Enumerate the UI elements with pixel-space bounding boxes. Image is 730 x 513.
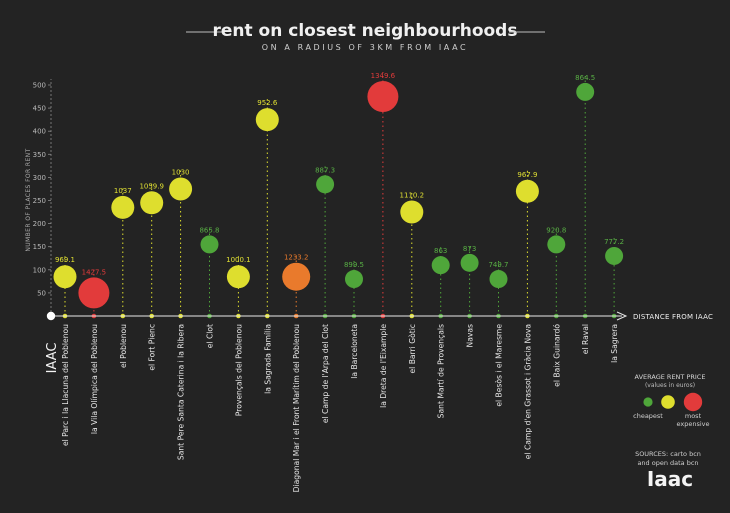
category-label: la Dreta de l'Eixample [379, 324, 388, 408]
category-label: el Poblenou [119, 324, 128, 368]
sources-line-1: SOURCES: carto bcn [635, 450, 701, 458]
bubble [169, 177, 193, 201]
bubble [226, 265, 250, 289]
legend-label-cheapest: cheapest [633, 412, 663, 420]
bubble [367, 81, 399, 113]
legend: AVERAGE RENT PRICE (values in euros) che… [633, 373, 709, 428]
bubble [111, 195, 135, 219]
y-tick-label: 50 [37, 289, 46, 297]
value-label: 920.8 [546, 226, 566, 234]
bubble [576, 82, 595, 101]
value-label: 864.5 [575, 74, 595, 82]
category-label: el Besòs i el Maresme [495, 324, 504, 407]
bubble [53, 265, 77, 289]
value-label: 1427.5 [82, 268, 107, 276]
bubble [460, 253, 479, 272]
category-label: el Barri Gòtic [408, 324, 417, 374]
bubble [605, 246, 624, 265]
value-label: 749.7 [488, 261, 508, 269]
value-label: 865.8 [199, 226, 219, 234]
y-tick-label: 100 [33, 266, 46, 274]
value-label: 1037 [114, 187, 132, 195]
category-label: Diagonal Mar i el Front Marítim del Pobl… [292, 324, 301, 493]
category-label: el Camp de l'Arpa del Clot [321, 324, 330, 423]
category-label: el Baix Guinardó [552, 324, 561, 387]
category-label: Provençals del Poblenou [234, 324, 243, 416]
category-label: el Camp d'en Grassot i Gràcia Nova [523, 324, 532, 459]
bubble [345, 270, 363, 289]
legend-subtitle: (values in euros) [645, 382, 695, 389]
legend-swatch-expensive [683, 392, 703, 412]
value-label: 1233.2 [284, 254, 309, 262]
y-axis: 50 100 150 200 250 300 350 400 450 500 [33, 79, 52, 316]
chart-title: rent on closest neighbourhoods [213, 21, 518, 41]
y-axis-label: NUMBER OF PLACES FOR RENT [25, 148, 32, 251]
category-label: la Sagrera [610, 324, 619, 363]
brand-logo: Iaac [647, 467, 693, 491]
bubble [547, 235, 566, 254]
bubble [489, 270, 508, 289]
y-tick-label: 200 [33, 220, 46, 228]
legend-label-expensive-1: most [685, 412, 702, 420]
y-tick-label: 500 [33, 82, 46, 90]
category-label: el Parc i la Llacuna del Poblenou [61, 324, 70, 446]
x-axis-arrow-icon [616, 311, 628, 321]
category-label: el Fort Pienc [148, 324, 157, 371]
chart-subtitle: ON A RADIUS OF 3KM FROM IAAC [262, 43, 468, 52]
value-label: 1110.2 [400, 192, 425, 200]
value-label: 887.3 [315, 166, 335, 174]
legend-swatch-cheapest [643, 397, 653, 407]
category-label: la Barceloneta [350, 324, 359, 379]
legend-label-expensive-2: expensive [676, 420, 709, 428]
category-label: la Vila Olímpica del Poblenou [90, 324, 99, 434]
value-label: 899.5 [344, 261, 364, 269]
value-label: 967.9 [517, 171, 537, 179]
x-axis-label: DISTANCE FROM IAAC [633, 313, 713, 321]
y-tick-label: 250 [33, 197, 46, 205]
value-label: 952.6 [257, 99, 278, 107]
value-label: 969.1 [55, 256, 75, 264]
category-label: el Raval [581, 324, 590, 354]
value-label: 1030 [172, 168, 190, 176]
value-label: 1059.9 [139, 182, 164, 190]
bubble [431, 256, 450, 275]
value-label: 873 [463, 245, 476, 253]
bubble [255, 108, 279, 132]
origin-marker [46, 311, 56, 321]
legend-swatch-mid [661, 395, 675, 409]
bubble [78, 277, 110, 309]
y-tick-label: 350 [33, 151, 46, 159]
bubbles [53, 81, 624, 309]
bubble [316, 175, 335, 194]
y-tick-label: 450 [33, 105, 46, 113]
y-tick-label: 400 [33, 128, 46, 136]
category-labels: el Parc i la Llacuna del Poblenou la Vila… [61, 324, 619, 493]
value-label: 777.2 [604, 238, 624, 246]
sources-line-2: and open data bcn [637, 459, 698, 467]
bubble [282, 262, 311, 291]
value-label: 1000.1 [226, 256, 251, 264]
bubble [515, 179, 539, 203]
bubble [140, 191, 164, 215]
origin-label: IAAC [45, 343, 60, 374]
value-labels: 969.1 1427.5 1037 1059.9 1030 865.8 1000.1 952.… [55, 72, 624, 276]
category-label: Navas [466, 324, 475, 347]
y-tick-label: 150 [33, 243, 46, 251]
category-label: la Sagrada Família [263, 324, 272, 394]
y-tick-label: 300 [33, 174, 46, 182]
category-label: el Clot [206, 324, 215, 348]
category-label: Sant Pere Santa Caterina i la Ribera [177, 324, 186, 460]
bubble [200, 235, 219, 254]
value-label: 1349.6 [371, 72, 396, 80]
category-label: Sant Martí de Provençals [437, 324, 446, 418]
legend-title: AVERAGE RENT PRICE [635, 373, 706, 381]
value-label: 863 [434, 247, 447, 255]
bubble [400, 200, 424, 224]
